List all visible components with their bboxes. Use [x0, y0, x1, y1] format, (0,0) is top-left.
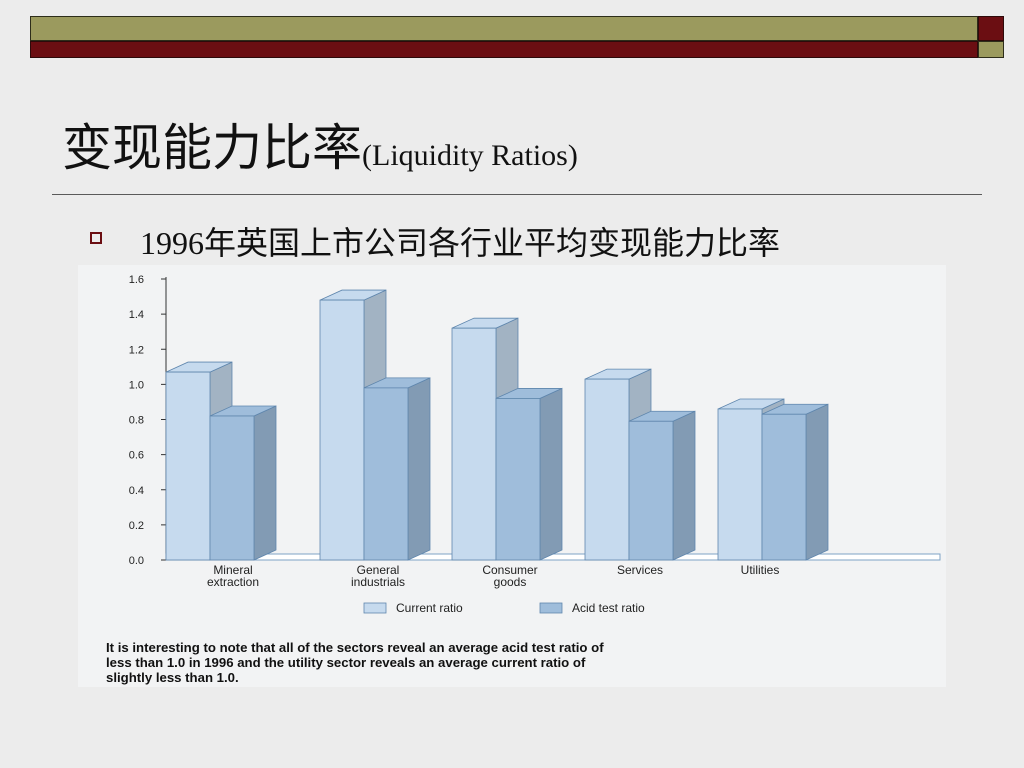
y-tick-label: 0.2: [129, 520, 144, 532]
bar-side: [253, 405, 277, 561]
bar-current-ratio: [584, 378, 630, 561]
chart-caption: It is interesting to note that all of th…: [106, 640, 604, 685]
corner-square-olive: [978, 41, 1004, 58]
x-category-label: Mineral: [213, 563, 252, 577]
bar-current-ratio: [165, 371, 211, 561]
x-category-label: goods: [494, 575, 527, 589]
bar-group: [717, 398, 829, 561]
slide-title-english: (Liquidity Ratios): [362, 139, 578, 172]
legend-swatch: [363, 602, 387, 614]
bar-acid-test-ratio: [363, 387, 409, 561]
slide-title-chinese: 变现能力比率: [62, 119, 362, 177]
title-divider: [52, 194, 982, 195]
bar-side: [407, 377, 431, 561]
chart-floor: [165, 553, 941, 561]
y-tick-label: 0.6: [129, 450, 144, 462]
x-category-label: industrials: [351, 575, 405, 589]
x-category-label: extraction: [207, 575, 259, 589]
bar-acid-test-ratio: [761, 413, 807, 561]
bar-acid-test-ratio: [628, 420, 674, 561]
corner-square-maroon: [978, 16, 1004, 41]
chart-image: 0.0 0.2 0.4 0.6 0.8 1.0 1.2 1.4 1.6 Mineral extra…: [78, 265, 946, 687]
bar-acid-test-ratio: [209, 415, 255, 561]
bar-side: [672, 410, 696, 561]
bar-group: [451, 317, 563, 561]
bar-groups: [165, 289, 829, 561]
header-band-olive: [30, 16, 978, 41]
legend-label: Acid test ratio: [572, 601, 645, 615]
y-tick-label: 1.0: [129, 379, 144, 391]
y-tick-label: 1.4: [129, 309, 144, 321]
y-tick-label: 0.0: [129, 555, 144, 567]
bar-side: [539, 387, 563, 561]
bar-group: [584, 368, 696, 561]
legend-label: Current ratio: [396, 601, 463, 615]
bar-current-ratio: [319, 299, 365, 561]
liquidity-bar-chart: 0.0 0.2 0.4 0.6 0.8 1.0 1.2 1.4 1.6 Mineralextra…: [106, 274, 941, 685]
y-tick-label: 1.6: [129, 274, 144, 286]
y-tick-label: 0.4: [129, 485, 144, 497]
x-category-label: Services: [617, 563, 663, 577]
slide-title: 变现能力比率(Liquidity Ratios): [62, 108, 578, 180]
bar-group: [165, 361, 277, 561]
bar-acid-test-ratio: [495, 398, 541, 561]
y-axis: 0.0 0.2 0.4 0.6 0.8 1.0 1.2 1.4 1.6: [129, 274, 166, 567]
bar-current-ratio: [451, 327, 497, 561]
bar-current-ratio: [717, 408, 763, 561]
caption-line: less than 1.0 in 1996 and the utility se…: [106, 655, 586, 670]
caption-line: It is interesting to note that all of th…: [106, 640, 604, 655]
bullet-square-icon: [90, 232, 102, 244]
header-band-maroon: [30, 41, 978, 58]
legend-swatch: [539, 602, 563, 614]
bullet-text: 1996年英国上市公司各行业平均变现能力比率: [140, 225, 781, 261]
bar-side: [805, 403, 829, 561]
x-category-label: Consumer: [482, 563, 537, 577]
y-tick-label: 1.2: [129, 344, 144, 356]
bar-group: [319, 289, 431, 561]
y-tick-label: 0.8: [129, 415, 144, 427]
x-category-label: Utilities: [741, 563, 780, 577]
x-category-label: General: [357, 563, 400, 577]
caption-line: slightly less than 1.0.: [106, 670, 239, 685]
legend: Current ratio Acid test ratio: [363, 601, 645, 615]
